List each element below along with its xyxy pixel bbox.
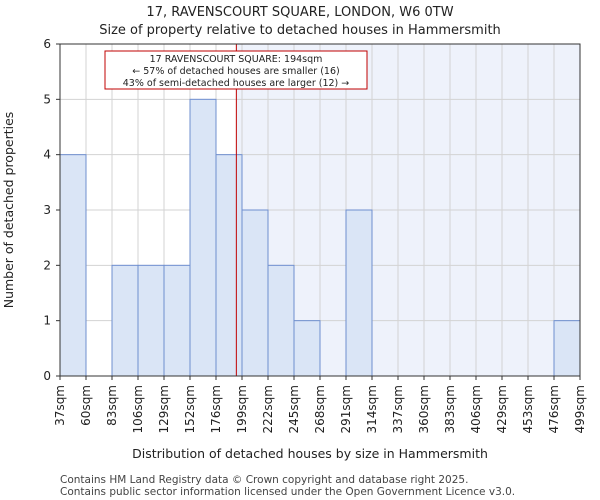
bar-106sqm [137,264,165,377]
x-tick-label: 291sqm [339,385,353,433]
x-tick-label: 129sqm [157,385,171,433]
y-tick-label: 2 [43,258,51,272]
x-tick-label: 337sqm [391,385,405,433]
x-axis-ticks: 37sqm 60sqm 83sqm 106sqm 129sqm 152sqm 176sqm 1… [53,376,587,433]
x-tick-label: 406sqm [469,385,483,433]
x-tick-label: 314sqm [365,385,379,433]
x-tick-label: 199sqm [235,385,249,433]
annotation-line-1: 17 RAVENSCOURT SQUARE: 194sqm [150,54,323,65]
x-tick-label: 453sqm [521,385,535,433]
bar-129sqm [163,264,191,377]
x-tick-label: 360sqm [417,385,431,433]
x-tick-label: 268sqm [313,385,327,433]
bar-476sqm [553,320,581,377]
bar-222sqm [267,264,295,377]
x-tick-label: 383sqm [443,385,457,433]
x-tick-label: 106sqm [131,385,145,433]
x-axis-label: Distribution of detached houses by size … [132,446,488,461]
y-tick-label: 5 [43,92,51,106]
annotation-line-3: 43% of semi-detached houses are larger (… [123,78,350,89]
bar-176sqm [215,154,243,377]
y-tick-label: 0 [43,369,51,383]
bars-group [59,98,581,377]
x-tick-label: 245sqm [287,385,301,433]
footer-line-1: Contains HM Land Registry data © Crown c… [60,474,468,486]
bar-37sqm [59,154,87,377]
footer-line-2: Contains public sector information licen… [60,486,515,498]
y-axis-label: Number of detached properties [1,112,16,309]
x-tick-label: 152sqm [183,385,197,433]
x-tick-label: 37sqm [53,385,67,426]
x-tick-label: 60sqm [79,385,93,426]
y-axis-ticks: 0 1 2 3 4 5 6 [43,37,60,383]
annotation-line-2: ← 57% of detached houses are smaller (16… [132,66,339,77]
chart-title: 17, RAVENSCOURT SQUARE, LONDON, W6 0TW [146,5,453,20]
bar-245sqm [293,320,321,377]
annotation-box: 17 RAVENSCOURT SQUARE: 194sqm ← 57% of d… [104,50,368,90]
bar-152sqm [189,98,217,377]
y-tick-label: 1 [43,314,51,328]
bar-199sqm [241,209,269,377]
bar-83sqm [111,264,139,377]
chart-subtitle: Size of property relative to detached ho… [99,23,501,38]
y-tick-label: 4 [43,148,51,162]
y-tick-label: 3 [43,203,51,217]
y-tick-label: 6 [43,37,51,51]
bar-291sqm [345,209,373,377]
x-tick-label: 476sqm [547,385,561,433]
x-tick-label: 499sqm [573,385,587,433]
annotation-border [104,50,368,90]
x-tick-label: 83sqm [105,385,119,426]
x-tick-label: 222sqm [261,385,275,433]
x-tick-label: 429sqm [495,385,509,433]
x-tick-label: 176sqm [209,385,223,433]
